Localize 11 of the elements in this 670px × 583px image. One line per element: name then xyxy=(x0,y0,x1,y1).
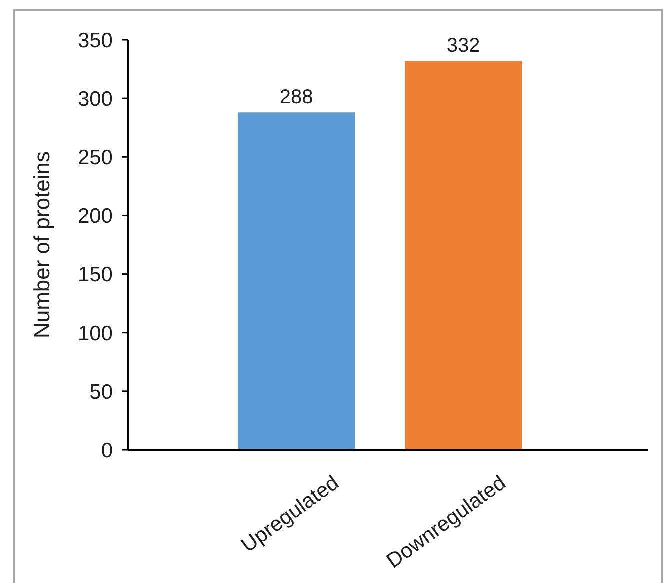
data-label: 332 xyxy=(446,35,480,58)
y-tick-label: 150 xyxy=(78,264,113,287)
y-tick-label: 50 xyxy=(90,380,113,404)
data-label: 288 xyxy=(280,86,314,109)
y-tick-label: 350 xyxy=(78,29,113,52)
y-tick-label: 250 xyxy=(78,146,113,170)
y-tick-label: 200 xyxy=(78,205,113,228)
y-tick-label: 0 xyxy=(101,439,113,462)
y-tick-label: 100 xyxy=(78,322,113,346)
y-axis-title: Number of proteins xyxy=(30,151,54,339)
y-tick-label: 300 xyxy=(78,88,113,112)
